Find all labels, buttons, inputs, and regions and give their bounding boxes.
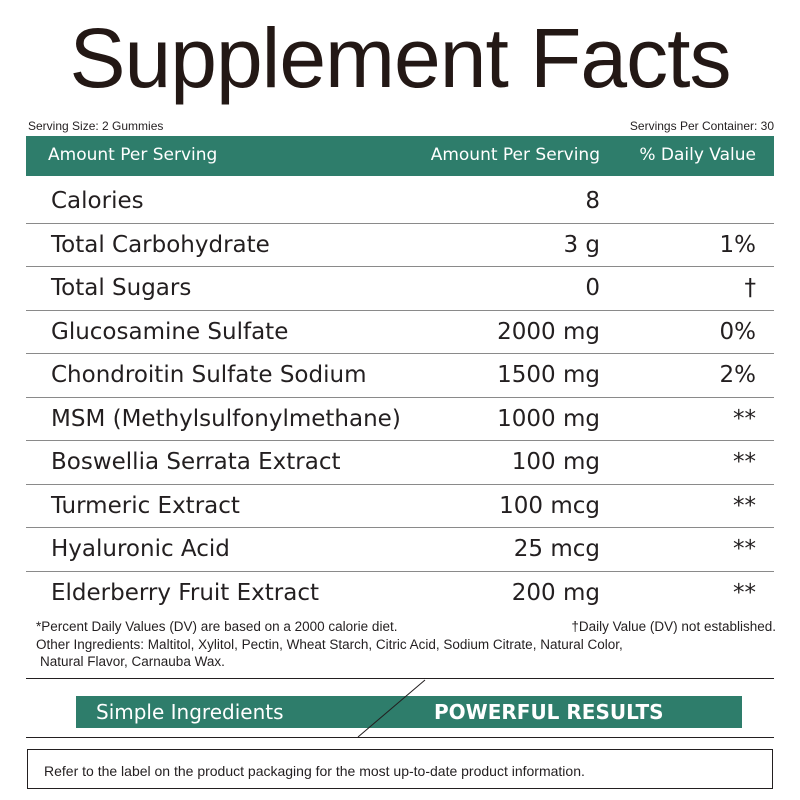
nutrient-daily-value: 0% [719, 318, 757, 345]
table-row: Glucosamine Sulfate 2000 mg 0% [26, 311, 774, 354]
banner: Simple Ingredients POWERFUL RESULTS [76, 696, 742, 728]
nutrient-amount: 100 mg [511, 449, 600, 475]
nutrient-daily-value: ** [733, 449, 756, 475]
table-row: Chondroitin Sulfate Sodium 1500 mg 2% [26, 354, 774, 398]
nutrient-name: Turmeric Extract [51, 492, 240, 519]
nutrient-name: Glucosamine Sulfate [51, 318, 289, 345]
nutrient-name: MSM (Methylsulfonylmethane) [51, 405, 401, 432]
footnote-dv-not-established: †Daily Value (DV) not established. [571, 619, 776, 634]
header-col-nutrient: Amount Per Serving [48, 145, 218, 165]
nutrient-name: Chondroitin Sulfate Sodium [51, 362, 367, 388]
nutrient-daily-value: † [744, 275, 757, 301]
nutrient-amount: 3 g [563, 231, 600, 258]
table-header: Amount Per Serving Amount Per Serving % … [26, 136, 774, 176]
nutrient-name: Total Sugars [51, 275, 192, 301]
nutrient-amount: 200 mg [511, 579, 600, 606]
nutrient-amount: 1500 mg [497, 362, 600, 388]
servings-per-container: Servings Per Container: 30 [629, 119, 774, 133]
table-row: MSM (Methylsulfonylmethane) 1000 mg ** [26, 398, 774, 441]
nutrient-name: Hyaluronic Acid [51, 536, 230, 562]
other-ingredients-line1: Other Ingredients: Maltitol, Xylitol, Pe… [36, 637, 623, 652]
divider-top [26, 678, 774, 679]
serving-size: Serving Size: 2 Gummies [28, 119, 164, 133]
table-row: Total Sugars 0 † [26, 267, 774, 311]
nutrient-daily-value: ** [733, 579, 756, 606]
nutrient-name: Total Carbohydrate [51, 231, 270, 258]
nutrient-name: Elderberry Fruit Extract [51, 579, 319, 606]
nutrient-amount: 0 [585, 275, 600, 301]
footnote-percent-dv: *Percent Daily Values (DV) are based on … [36, 619, 398, 634]
notice-box: Refer to the label on the product packag… [27, 749, 773, 789]
table-row: Hyaluronic Acid 25 mcg ** [26, 528, 774, 572]
header-col-amount: Amount Per Serving [430, 145, 600, 165]
nutrient-amount: 2000 mg [497, 318, 600, 345]
nutrient-name: Calories [51, 188, 144, 214]
nutrient-daily-value: ** [733, 405, 756, 432]
footnote-line: *Percent Daily Values (DV) are based on … [36, 618, 780, 636]
nutrient-amount: 8 [585, 188, 600, 214]
nutrient-daily-value: 2% [719, 362, 757, 388]
header-col-daily-value: % Daily Value [639, 145, 756, 165]
nutrient-name: Boswellia Serrata Extract [51, 449, 341, 475]
nutrient-daily-value: ** [733, 536, 756, 562]
nutrient-daily-value: 1% [719, 231, 757, 258]
divider-bottom [26, 737, 774, 738]
nutrient-daily-value: ** [733, 492, 756, 519]
table-row: Calories 8 [26, 180, 774, 224]
nutrient-table: Calories 8 Total Carbohydrate 3 g 1% Tot… [26, 180, 774, 614]
nutrient-amount: 25 mcg [513, 536, 600, 562]
notice-text: Refer to the label on the product packag… [44, 763, 585, 779]
nutrient-amount: 100 mcg [499, 492, 600, 519]
table-row: Turmeric Extract 100 mcg ** [26, 485, 774, 528]
table-row: Boswellia Serrata Extract 100 mg ** [26, 441, 774, 485]
nutrient-amount: 1000 mg [497, 405, 600, 432]
banner-right-text: POWERFUL RESULTS [434, 700, 664, 724]
label-title: Supplement Facts [69, 11, 731, 105]
table-row: Total Carbohydrate 3 g 1% [26, 224, 774, 267]
table-row: Elderberry Fruit Extract 200 mg ** [26, 572, 774, 615]
serving-info: Serving Size: 2 Gummies Servings Per Con… [28, 119, 774, 135]
other-ingredients-line2: Natural Flavor, Carnauba Wax. [40, 654, 225, 669]
banner-left-text: Simple Ingredients [96, 700, 284, 724]
footnotes: *Percent Daily Values (DV) are based on … [36, 618, 780, 670]
